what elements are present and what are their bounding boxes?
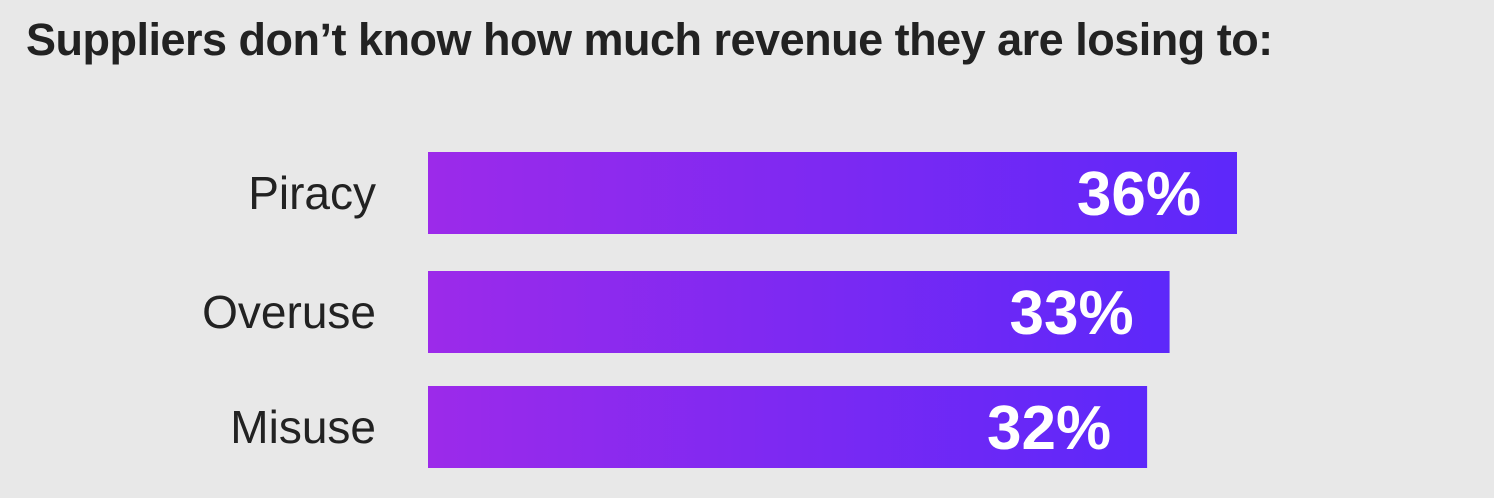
data-label: 33% bbox=[1009, 279, 1133, 348]
bar-piracy bbox=[428, 152, 1237, 234]
chart-title: Suppliers don’t know how much revenue th… bbox=[26, 14, 1273, 65]
bar-overuse bbox=[428, 271, 1170, 353]
bar-misuse bbox=[428, 386, 1148, 468]
data-label: 36% bbox=[1077, 160, 1201, 229]
category-label: Overuse bbox=[202, 286, 376, 338]
data-label: 32% bbox=[987, 394, 1111, 463]
category-label: Misuse bbox=[230, 401, 376, 453]
category-label: Piracy bbox=[248, 167, 376, 219]
